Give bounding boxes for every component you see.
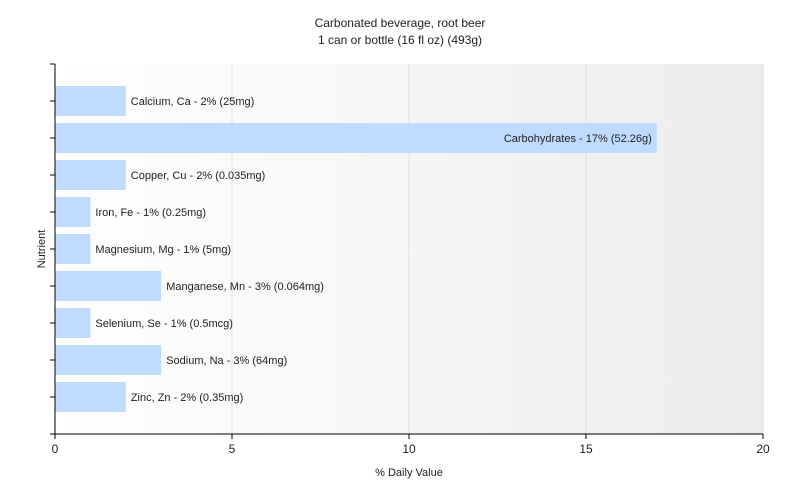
bar-label-6: Selenium, Se - 1% (0.5mcg) (95, 318, 233, 330)
x-tick-label-1: 5 (229, 442, 236, 456)
axes: 0 5 10 15 20 (50, 63, 770, 456)
bars-group: Calcium, Ca - 2% (25mg) Carbohydrates - 1… (55, 86, 657, 412)
x-axis-label: % Daily Value (375, 467, 443, 479)
bar-4 (55, 234, 91, 264)
chart-title: Carbonated beverage, root beer (315, 16, 486, 30)
y-axis-label: Nutrient (36, 230, 48, 269)
bar-5 (55, 271, 162, 301)
bar-label-5: Manganese, Mn - 3% (0.064mg) (166, 281, 324, 293)
x-tick-label-3: 15 (579, 442, 593, 456)
bar-7 (55, 345, 162, 375)
bar-8 (55, 382, 126, 412)
bar-label-7: Sodium, Na - 3% (64mg) (166, 355, 287, 367)
bar-label-1: Carbohydrates - 17% (52.26g) (504, 133, 652, 145)
x-tick-label-2: 10 (402, 442, 416, 456)
bar-label-8: Zinc, Zn - 2% (0.35mg) (131, 392, 243, 404)
x-tick-label-4: 20 (756, 442, 770, 456)
bar-label-0: Calcium, Ca - 2% (25mg) (131, 96, 254, 108)
bar-label-3: Iron, Fe - 1% (0.25mg) (95, 207, 206, 219)
bar-0 (55, 86, 126, 116)
bar-1 (55, 123, 657, 153)
x-tick-label-0: 0 (52, 442, 59, 456)
bar-label-2: Copper, Cu - 2% (0.035mg) (131, 170, 266, 182)
bar-2 (55, 160, 126, 190)
chart-subtitle: 1 can or bottle (16 fl oz) (493g) (318, 33, 482, 47)
bar-6 (55, 308, 91, 338)
bar-label-4: Magnesium, Mg - 1% (5mg) (95, 244, 231, 256)
bar-3 (55, 197, 91, 227)
